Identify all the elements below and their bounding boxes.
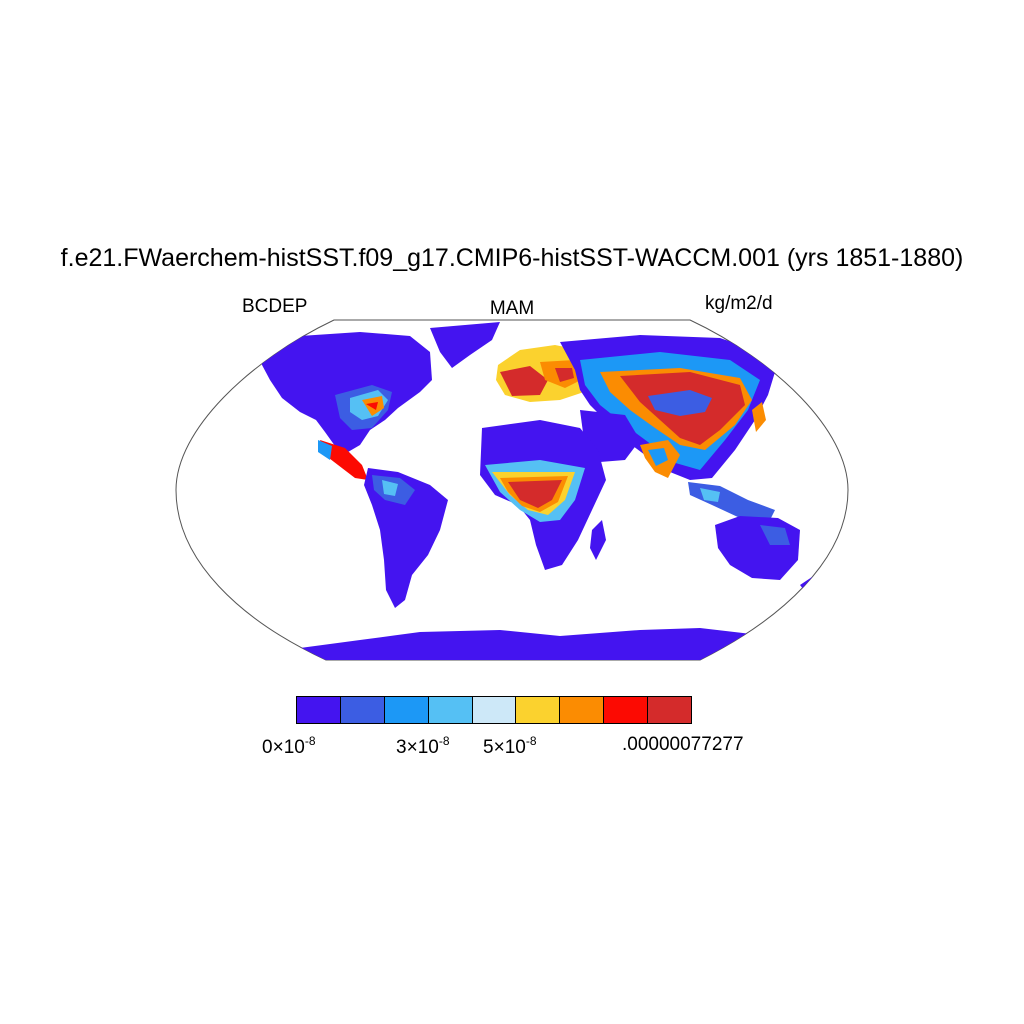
- units-label: kg/m2/d: [705, 293, 773, 314]
- japan: [752, 402, 766, 432]
- colorbar-label-3e-8: 3×10-8: [396, 734, 450, 758]
- south-america: [364, 468, 448, 608]
- colorbar-swatch: [340, 697, 385, 723]
- antarctica: [300, 628, 800, 660]
- colorbar-swatch: [297, 697, 341, 723]
- variable-name: BCDEP: [242, 296, 308, 317]
- colorbar-swatch: [604, 697, 649, 723]
- colorbar-swatch: [560, 697, 605, 723]
- colorbar-label-5e-8: 5×10-8: [483, 734, 537, 758]
- colorbar-label-min: 0×10-8: [262, 734, 316, 758]
- colorbar-swatch: [384, 697, 429, 723]
- colorbar-swatch: [428, 697, 473, 723]
- season-label: MAM: [489, 298, 535, 319]
- madagascar: [590, 520, 606, 560]
- colorbar-label-max: .00000077277: [622, 734, 744, 755]
- page-title: f.e21.FWaerchem-histSST.f09_g17.CMIP6-hi…: [60, 244, 964, 272]
- colorbar-swatch: [472, 697, 517, 723]
- greenland: [430, 322, 500, 368]
- colorbar-swatch: [516, 697, 561, 723]
- colorbar-swatch: [648, 697, 692, 723]
- central-america: [320, 440, 368, 480]
- colorbar: [296, 696, 692, 724]
